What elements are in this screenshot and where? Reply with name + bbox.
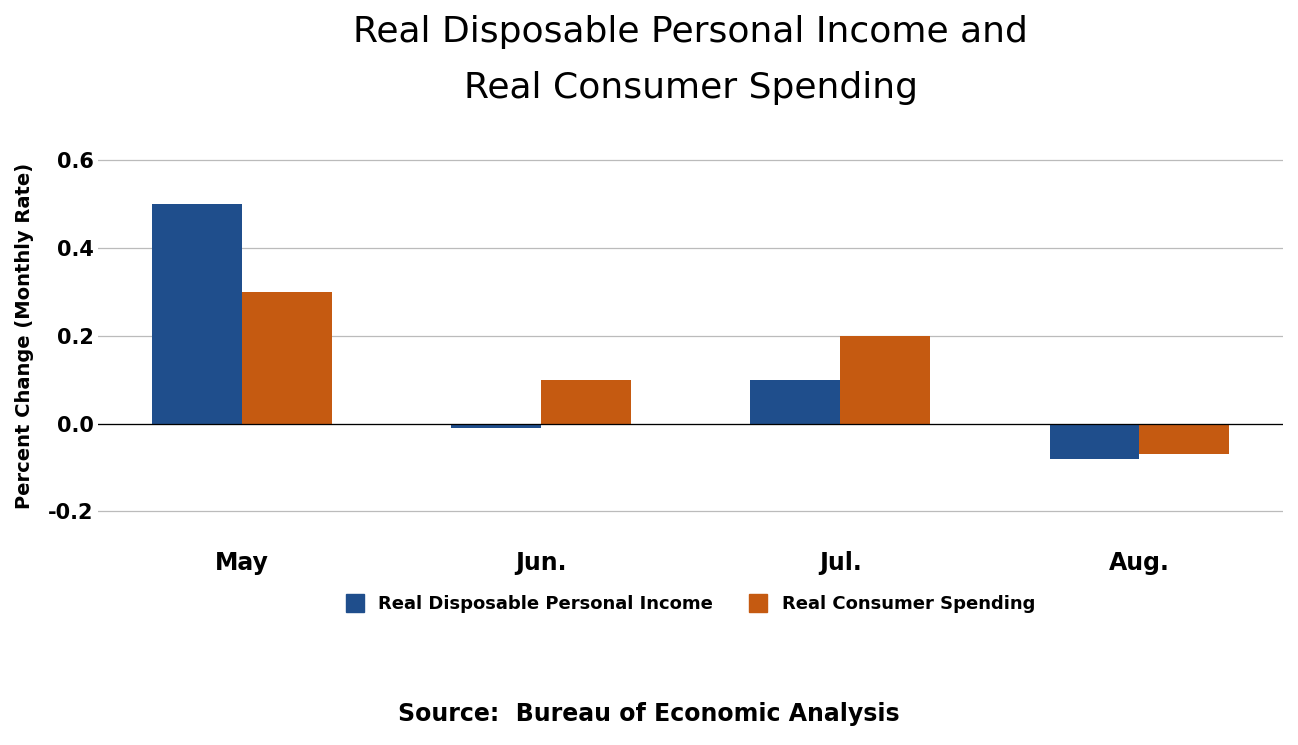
Bar — [152, 204, 241, 424]
Text: Source:  Bureau of Economic Analysis: Source: Bureau of Economic Analysis — [398, 703, 900, 726]
Y-axis label: Percent Change (Monthly Rate): Percent Change (Monthly Rate) — [16, 163, 34, 509]
Bar — [1140, 424, 1229, 454]
Bar — [452, 424, 541, 428]
Legend: Real Disposable Personal Income, Real Consumer Spending: Real Disposable Personal Income, Real Co… — [347, 594, 1036, 613]
Bar — [840, 336, 929, 424]
Bar — [241, 292, 331, 424]
Bar — [750, 380, 840, 424]
Title: Real Disposable Personal Income and
Real Consumer Spending: Real Disposable Personal Income and Real… — [353, 15, 1028, 104]
Bar — [541, 380, 631, 424]
Bar — [1050, 424, 1140, 459]
